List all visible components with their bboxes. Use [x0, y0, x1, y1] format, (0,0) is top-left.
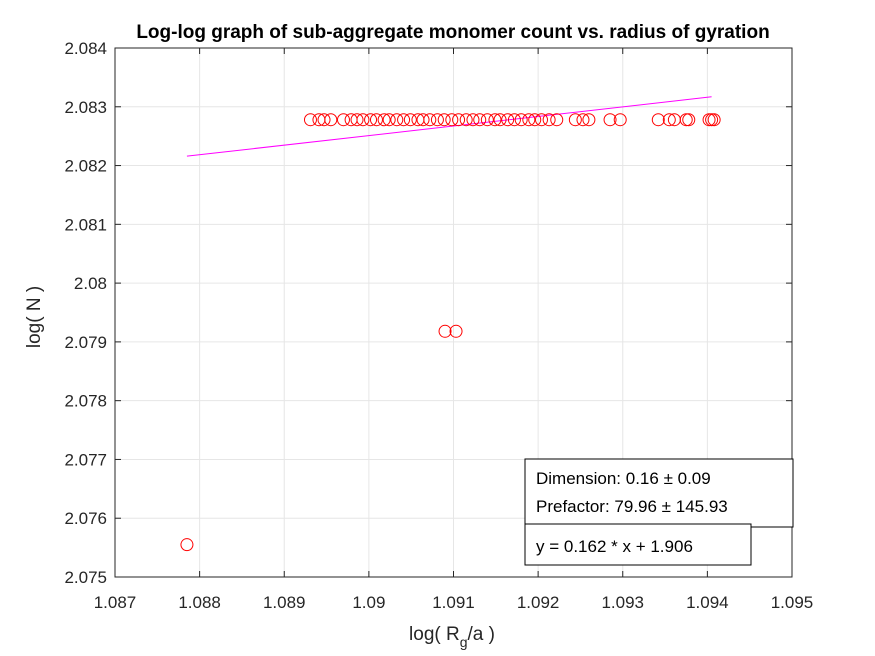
data-point — [705, 113, 719, 127]
x-axis-label-suffix: /a ) — [468, 624, 495, 645]
data-point — [324, 113, 338, 127]
data-point — [473, 113, 487, 127]
data-point — [356, 113, 370, 127]
fit-line — [186, 96, 712, 157]
equation-annotation-box: y = 0.162 * x + 1.906 — [524, 523, 752, 566]
data-point — [449, 324, 463, 338]
data-point — [582, 113, 596, 127]
x-tick-label: 1.093 — [601, 593, 644, 612]
data-points — [180, 113, 721, 552]
y-tick-label: 2.08 — [74, 274, 107, 293]
prefactor-text: Prefactor: 79.96 ± 145.93 — [536, 497, 728, 516]
x-tick-label: 1.092 — [517, 593, 560, 612]
data-point — [438, 324, 452, 338]
data-point — [369, 113, 383, 127]
data-point — [423, 113, 437, 127]
y-axis-label: log( N ) — [24, 286, 45, 348]
data-point — [411, 113, 425, 127]
data-point — [702, 113, 716, 127]
x-tick-label: 1.094 — [686, 593, 729, 612]
data-point — [437, 113, 451, 127]
x-tick-label: 1.089 — [263, 593, 306, 612]
data-point — [390, 113, 404, 127]
data-point — [488, 113, 502, 127]
y-tick-label: 2.083 — [64, 98, 107, 117]
data-point — [382, 113, 396, 127]
y-tick-label: 2.075 — [64, 568, 107, 587]
y-tick-label: 2.081 — [64, 215, 107, 234]
x-axis-label: log( Rg/a ) — [409, 624, 495, 650]
data-point — [682, 113, 696, 127]
y-tick-label: 2.079 — [64, 333, 107, 352]
data-point — [336, 113, 350, 127]
data-point — [430, 113, 444, 127]
data-point — [707, 113, 721, 127]
data-point — [493, 113, 507, 127]
data-point — [613, 113, 627, 127]
data-point — [312, 113, 326, 127]
data-point — [459, 113, 473, 127]
data-point — [514, 113, 528, 127]
data-point — [403, 113, 417, 127]
chart-title: Log-log graph of sub-aggregate monomer c… — [136, 22, 769, 43]
data-point — [416, 113, 430, 127]
data-point — [568, 113, 582, 127]
x-axis-label-prefix: log( R — [409, 624, 460, 645]
data-point — [662, 113, 676, 127]
grid — [114, 47, 793, 578]
y-tick-label: 2.084 — [64, 39, 107, 58]
y-tick-label: 2.077 — [64, 450, 107, 469]
data-point — [542, 113, 556, 127]
data-point — [445, 113, 459, 127]
x-tick-label: 1.091 — [432, 593, 475, 612]
axis-ticks: 1.087 1.088 1.089 1.09 1.091 1.092 1.093 1.094 1… — [64, 39, 813, 612]
y-tick-label: 2.078 — [64, 392, 107, 411]
data-point — [317, 113, 331, 127]
data-point — [528, 113, 542, 127]
data-point — [303, 113, 317, 127]
data-point — [452, 113, 466, 127]
data-point — [576, 113, 590, 127]
data-point — [377, 113, 391, 127]
data-point — [535, 113, 549, 127]
x-axis-label-subscript: g — [460, 634, 468, 650]
data-point — [522, 113, 536, 127]
y-tick-label: 2.082 — [64, 157, 107, 176]
x-tick-label: 1.088 — [178, 593, 221, 612]
data-point — [350, 113, 364, 127]
dimension-text: Dimension: 0.16 ± 0.09 — [536, 469, 711, 488]
data-point — [397, 113, 411, 127]
data-point — [501, 113, 515, 127]
data-point — [180, 538, 194, 552]
fit-line-layer — [186, 96, 712, 157]
equation-text: y = 0.162 * x + 1.906 — [536, 537, 693, 556]
data-point — [667, 113, 681, 127]
data-point — [651, 113, 665, 127]
data-point — [603, 113, 617, 127]
data-point — [466, 113, 480, 127]
stats-annotation-box: Dimension: 0.16 ± 0.09 Prefactor: 79.96 … — [524, 458, 794, 528]
data-point — [364, 113, 378, 127]
x-tick-label: 1.095 — [771, 593, 814, 612]
data-point — [480, 113, 494, 127]
y-tick-label: 2.076 — [64, 509, 107, 528]
x-tick-label: 1.09 — [352, 593, 385, 612]
x-tick-label: 1.087 — [94, 593, 137, 612]
data-point — [679, 113, 693, 127]
data-point — [507, 113, 521, 127]
data-point — [550, 113, 564, 127]
